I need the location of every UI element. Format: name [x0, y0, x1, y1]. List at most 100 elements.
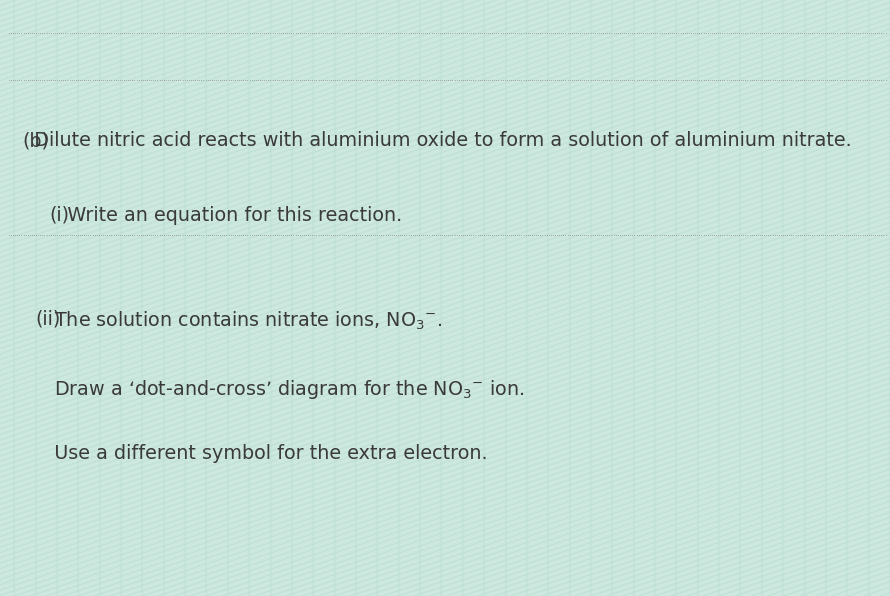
Point — [809, 76, 823, 85]
Point — [25, 76, 39, 85]
Point — [748, 76, 763, 85]
Point — [529, 28, 543, 38]
Point — [573, 231, 587, 240]
Point — [627, 231, 642, 240]
Point — [529, 231, 543, 240]
Point — [408, 28, 422, 38]
Point — [498, 76, 512, 85]
Point — [223, 76, 238, 85]
Point — [288, 231, 303, 240]
Point — [538, 76, 552, 85]
Point — [866, 231, 880, 240]
Point — [485, 231, 499, 240]
Point — [558, 28, 572, 38]
Point — [383, 28, 397, 38]
Point — [167, 76, 182, 85]
Point — [42, 28, 56, 38]
Point — [787, 28, 801, 38]
Point — [239, 28, 253, 38]
Point — [104, 76, 118, 85]
Point — [134, 231, 148, 240]
Point — [312, 76, 326, 85]
Point — [171, 231, 185, 240]
Point — [519, 28, 533, 38]
Point — [431, 231, 445, 240]
Point — [550, 231, 564, 240]
Point — [448, 231, 462, 240]
Point — [615, 231, 629, 240]
Point — [570, 231, 585, 240]
Point — [157, 231, 171, 240]
Point — [305, 28, 320, 38]
Point — [443, 76, 457, 85]
Point — [180, 28, 194, 38]
Point — [870, 76, 885, 85]
Point — [747, 76, 761, 85]
Point — [665, 76, 679, 85]
Point — [857, 28, 871, 38]
Point — [822, 28, 837, 38]
Point — [403, 76, 417, 85]
Point — [457, 28, 472, 38]
Point — [190, 231, 205, 240]
Point — [284, 76, 298, 85]
Point — [307, 76, 321, 85]
Point — [554, 231, 569, 240]
Point — [270, 28, 284, 38]
Point — [265, 28, 279, 38]
Point — [416, 28, 430, 38]
Point — [167, 28, 182, 38]
Point — [665, 231, 679, 240]
Point — [498, 231, 512, 240]
Point — [435, 231, 449, 240]
Point — [521, 28, 535, 38]
Point — [144, 28, 158, 38]
Point — [502, 28, 516, 38]
Point — [200, 76, 214, 85]
Point — [490, 28, 504, 38]
Point — [401, 231, 416, 240]
Point — [129, 28, 143, 38]
Point — [361, 28, 376, 38]
Point — [93, 28, 108, 38]
Point — [169, 76, 183, 85]
Point — [519, 76, 533, 85]
Point — [659, 28, 673, 38]
Point — [674, 28, 688, 38]
Point — [759, 76, 773, 85]
Point — [516, 76, 530, 85]
Point — [544, 231, 558, 240]
Point — [146, 28, 160, 38]
Point — [115, 28, 129, 38]
Point — [732, 28, 746, 38]
Point — [119, 231, 134, 240]
Point — [223, 231, 238, 240]
Point — [355, 76, 369, 85]
Point — [383, 231, 397, 240]
Point — [198, 28, 213, 38]
Point — [349, 28, 363, 38]
Point — [824, 231, 838, 240]
Point — [496, 28, 510, 38]
Point — [635, 231, 650, 240]
Point — [37, 231, 52, 240]
Point — [567, 231, 581, 240]
Point — [4, 28, 18, 38]
Point — [391, 76, 405, 85]
Point — [406, 76, 420, 85]
Point — [205, 76, 219, 85]
Point — [755, 231, 769, 240]
Point — [514, 231, 529, 240]
Point — [634, 76, 648, 85]
Point — [753, 28, 767, 38]
Point — [293, 28, 307, 38]
Point — [795, 231, 809, 240]
Point — [174, 76, 188, 85]
Point — [809, 28, 823, 38]
Point — [253, 28, 267, 38]
Point — [676, 76, 690, 85]
Point — [483, 231, 498, 240]
Point — [33, 231, 47, 240]
Point — [648, 28, 662, 38]
Point — [52, 28, 66, 38]
